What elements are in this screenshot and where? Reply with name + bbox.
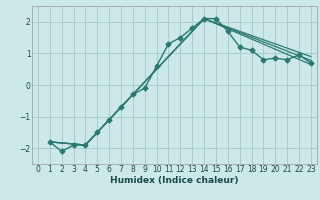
- X-axis label: Humidex (Indice chaleur): Humidex (Indice chaleur): [110, 176, 239, 185]
